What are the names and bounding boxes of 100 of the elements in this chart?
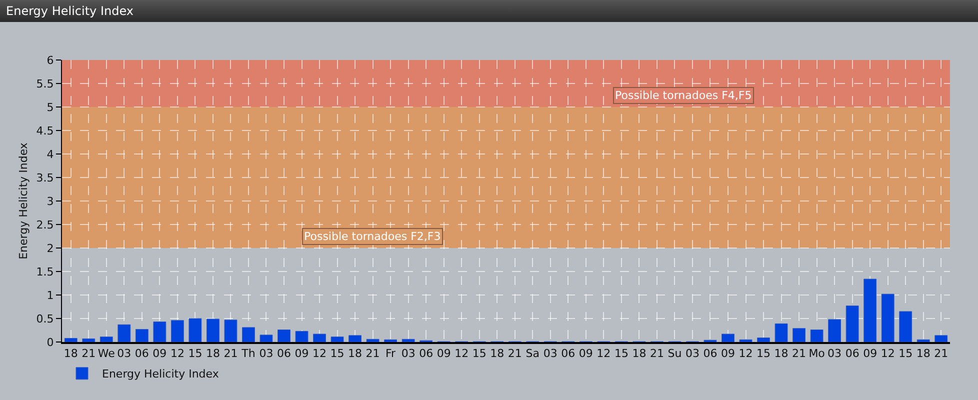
x-tick-label: 03 bbox=[828, 347, 842, 360]
x-tick-label: 15 bbox=[188, 347, 202, 360]
bar bbox=[260, 334, 273, 342]
x-tick-label: 03 bbox=[401, 347, 416, 360]
bar bbox=[934, 335, 948, 342]
x-tick-label: 12 bbox=[454, 347, 469, 360]
x-tick-label: 12 bbox=[880, 347, 895, 360]
x-tick-label: 18 bbox=[774, 347, 788, 360]
bar bbox=[278, 330, 290, 342]
x-tick-label: 21 bbox=[934, 347, 948, 360]
bar bbox=[188, 318, 202, 342]
bar bbox=[170, 320, 184, 342]
x-tick-label: 03 bbox=[117, 347, 132, 360]
x-tick-label: 15 bbox=[330, 347, 344, 360]
y-tick-label: 4.5 bbox=[36, 124, 54, 138]
y-tick-label: 0 bbox=[46, 336, 54, 349]
band-label: Possible tornadoes F2,F3 bbox=[304, 230, 441, 243]
x-tick-label: 06 bbox=[561, 347, 576, 360]
bar bbox=[206, 318, 220, 342]
bar bbox=[402, 338, 415, 342]
x-tick-label: 18 bbox=[64, 347, 78, 360]
x-tick-label: 21 bbox=[224, 347, 238, 360]
x-tick-label: 06 bbox=[703, 347, 718, 360]
x-tick-label: 06 bbox=[845, 347, 860, 360]
bar bbox=[722, 334, 734, 342]
x-tick-label: Su bbox=[668, 347, 682, 360]
x-tick-label: 18 bbox=[348, 347, 362, 360]
bar bbox=[313, 334, 326, 342]
bar bbox=[792, 328, 806, 342]
x-tick-label: We bbox=[98, 347, 116, 360]
x-tick-label: 12 bbox=[738, 347, 753, 360]
x-tick-label: 12 bbox=[596, 347, 611, 360]
x-tick-label: 15 bbox=[472, 347, 486, 360]
bar bbox=[810, 330, 824, 342]
y-tick-label: 0.5 bbox=[36, 312, 54, 326]
y-tick-label: 3 bbox=[46, 194, 54, 208]
y-tick-label: 3.5 bbox=[36, 171, 54, 184]
bar bbox=[348, 335, 362, 342]
x-tick-label: 15 bbox=[756, 347, 771, 360]
x-tick-label: 09 bbox=[578, 347, 593, 360]
x-tick-label: 21 bbox=[82, 347, 96, 360]
bar bbox=[330, 336, 344, 342]
y-tick-label: 4 bbox=[46, 148, 54, 161]
x-tick-label: 18 bbox=[916, 347, 930, 360]
bar bbox=[916, 339, 930, 342]
bar bbox=[82, 338, 96, 342]
legend-label: Energy Helicity Index bbox=[102, 368, 220, 381]
x-tick-label: 15 bbox=[614, 347, 628, 360]
bar bbox=[100, 336, 113, 342]
y-tick-label: 6 bbox=[46, 54, 54, 67]
bar bbox=[224, 320, 238, 342]
band-label: Possible tornadoes F4,F5 bbox=[615, 89, 752, 102]
x-tick-label: 21 bbox=[366, 347, 380, 360]
y-tick-label: 5.5 bbox=[36, 77, 54, 90]
x-tick-label: 03 bbox=[543, 347, 558, 360]
x-tick-label: 06 bbox=[277, 347, 291, 360]
x-tick-label: 21 bbox=[508, 347, 522, 360]
x-tick-label: 18 bbox=[632, 347, 646, 360]
bar bbox=[881, 294, 894, 342]
bar bbox=[757, 338, 770, 342]
x-tick-label: 03 bbox=[259, 347, 274, 360]
y-tick-label: 2 bbox=[46, 242, 54, 255]
y-tick-label: 2.5 bbox=[36, 218, 54, 232]
x-tick-label: 06 bbox=[134, 347, 149, 360]
y-tick-label: 1 bbox=[46, 288, 54, 302]
x-tick-label: 18 bbox=[490, 347, 504, 360]
x-tick-label: 21 bbox=[792, 347, 806, 360]
chart-title: Energy Helicity Index bbox=[0, 0, 978, 22]
y-axis-title: Energy Helicity Index bbox=[16, 142, 30, 260]
x-tick-label: Mo bbox=[808, 347, 826, 360]
bar bbox=[295, 330, 308, 342]
bar bbox=[153, 322, 166, 342]
x-tick-label: 09 bbox=[721, 347, 735, 360]
bar bbox=[118, 324, 131, 342]
x-tick-label: 18 bbox=[206, 347, 220, 360]
x-tick-label: 03 bbox=[685, 347, 700, 360]
bar bbox=[739, 339, 752, 342]
x-tick-label: 09 bbox=[863, 347, 878, 360]
bar bbox=[135, 329, 148, 342]
y-tick-label: 1.5 bbox=[36, 265, 54, 278]
bar bbox=[774, 323, 788, 342]
x-tick-label: 06 bbox=[419, 347, 434, 360]
x-tick-label: Sa bbox=[526, 347, 540, 360]
bar bbox=[64, 338, 78, 342]
bar bbox=[899, 311, 912, 342]
x-tick-label: 09 bbox=[294, 347, 309, 360]
x-tick-label: 09 bbox=[152, 347, 167, 360]
bar bbox=[864, 278, 877, 342]
x-tick-label: 15 bbox=[898, 347, 913, 360]
x-tick-label: Fr bbox=[386, 347, 396, 360]
bar bbox=[242, 327, 255, 342]
bar bbox=[828, 319, 842, 342]
x-tick-label: Th bbox=[240, 347, 256, 360]
bar bbox=[366, 338, 380, 342]
x-tick-label: 21 bbox=[650, 347, 664, 360]
x-tick-label: 12 bbox=[312, 347, 327, 360]
x-tick-label: 12 bbox=[170, 347, 184, 360]
bar bbox=[384, 339, 398, 342]
y-tick-label: 5 bbox=[46, 100, 54, 114]
bar bbox=[846, 306, 859, 342]
